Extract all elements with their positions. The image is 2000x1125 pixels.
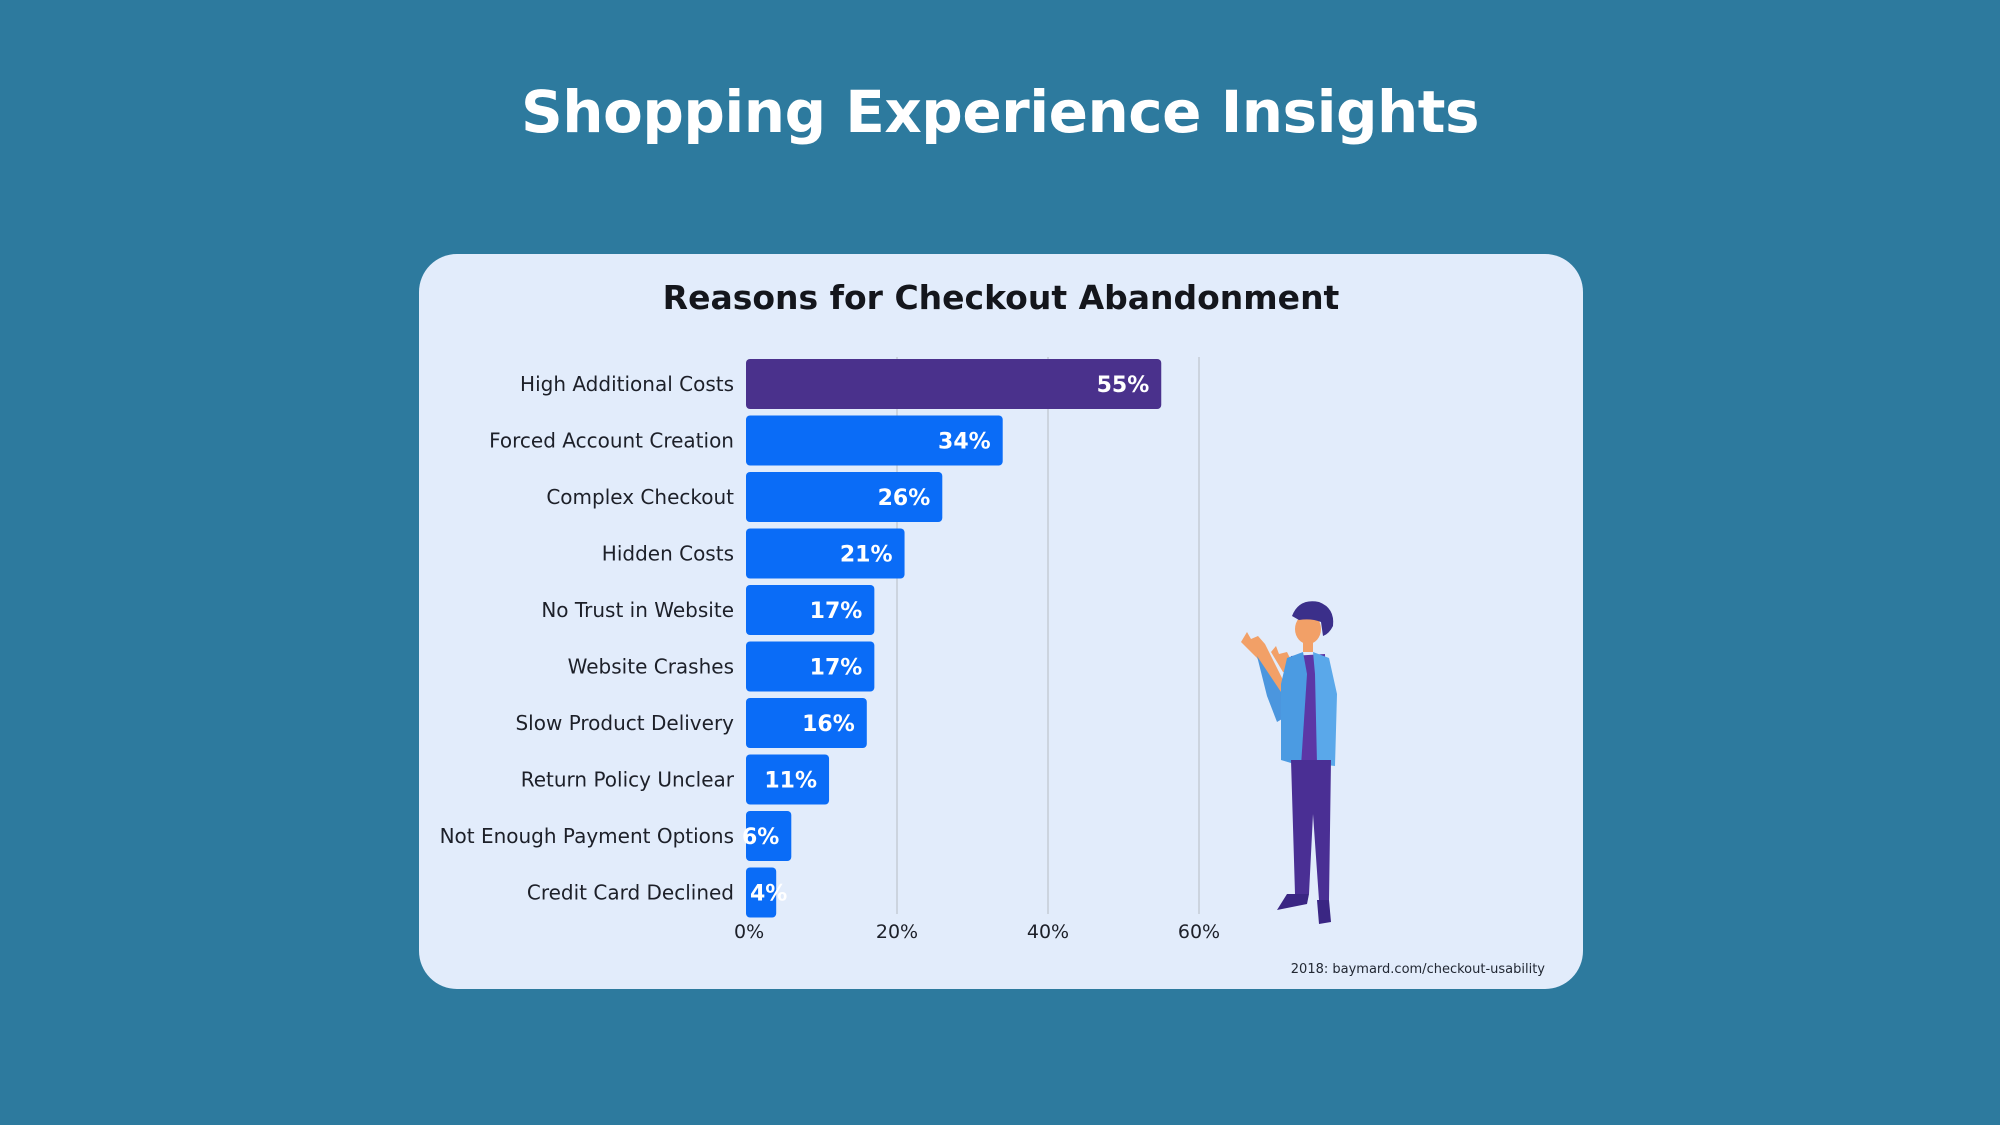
- value-label: 4%: [750, 882, 787, 907]
- value-label: 17%: [810, 599, 863, 624]
- category-label: Not Enough Payment Options: [440, 824, 734, 848]
- category-label: No Trust in Website: [541, 598, 734, 622]
- category-label: Website Crashes: [568, 655, 734, 679]
- category-label: Credit Card Declined: [527, 881, 734, 905]
- bar: [746, 641, 875, 692]
- bar: [746, 867, 777, 918]
- category-label: Forced Account Creation: [489, 429, 734, 453]
- label-layer: High Additional Costs 55% Forced Account C…: [440, 372, 1150, 907]
- value-label: 16%: [802, 712, 855, 737]
- bar: [746, 415, 1003, 466]
- bar: [746, 528, 905, 579]
- presenting-person-icon: [1241, 601, 1337, 924]
- category-label: Complex Checkout: [546, 485, 734, 509]
- value-label: 26%: [878, 486, 931, 511]
- value-label: 34%: [938, 430, 991, 455]
- value-label: 55%: [1097, 373, 1150, 398]
- value-label: 6%: [742, 825, 779, 850]
- bar-chart: High Additional Costs 55% Forced Account C…: [440, 357, 1337, 943]
- bar: [746, 359, 1162, 409]
- bar: [746, 754, 830, 805]
- bar-layer: [746, 359, 1162, 918]
- chart-title: Reasons for Checkout Abandonment: [662, 278, 1340, 317]
- chart-card: Reasons for Checkout Abandonment High Ad…: [419, 254, 1583, 989]
- value-label: 11%: [764, 769, 817, 794]
- bar: [746, 472, 943, 522]
- source-note: 2018: baymard.com/checkout-usability: [1290, 962, 1545, 977]
- bar: [746, 698, 867, 748]
- x-tick-label: 40%: [1027, 921, 1069, 943]
- value-label: 21%: [840, 543, 893, 568]
- value-label: 17%: [810, 656, 863, 681]
- x-tick-label: 0%: [734, 921, 764, 943]
- x-tick-label: 20%: [876, 921, 918, 943]
- x-tick-label: 60%: [1178, 921, 1220, 943]
- bar: [746, 811, 792, 861]
- category-label: Hidden Costs: [602, 542, 734, 566]
- page-title: Shopping Experience Insights: [520, 78, 1480, 146]
- category-label: High Additional Costs: [520, 372, 734, 396]
- bar: [746, 585, 875, 635]
- category-label: Return Policy Unclear: [521, 768, 735, 792]
- category-label: Slow Product Delivery: [515, 711, 734, 735]
- tick-layer: 0% 20% 40% 60%: [734, 921, 1220, 943]
